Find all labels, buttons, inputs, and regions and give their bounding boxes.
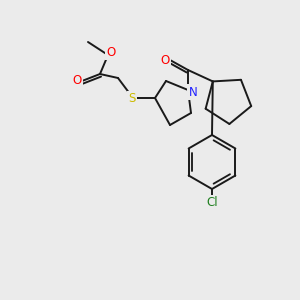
Text: O: O: [72, 74, 82, 86]
Text: N: N: [189, 85, 197, 98]
Text: O: O: [160, 55, 169, 68]
Text: Cl: Cl: [206, 196, 218, 209]
Text: O: O: [106, 46, 116, 59]
Text: S: S: [128, 92, 136, 106]
